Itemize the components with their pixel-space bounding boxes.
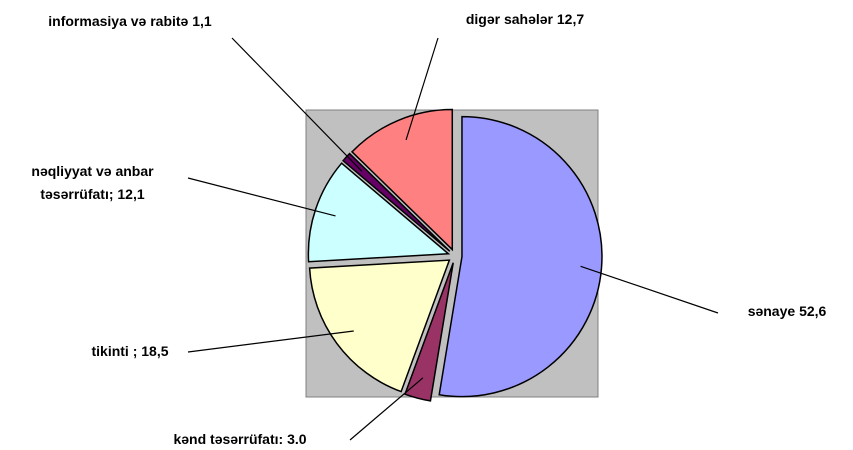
category-label: kənd təsərrüfatı: [173, 431, 284, 447]
leader-line [187, 177, 336, 217]
leader-line [231, 37, 363, 172]
pie-slice [350, 108, 454, 252]
category-label: nəqliyyat və anbar təsərrüfatı; [31, 163, 154, 202]
pie-slice [308, 259, 451, 393]
value-label: 18,5 [141, 343, 169, 359]
slice-label: kənd təsərrüfatı: 3.0 [130, 428, 350, 450]
slice-label: informasiya və rabitə 1,1 [20, 10, 240, 33]
value-label: 12,7 [556, 11, 585, 27]
leader-line [580, 265, 719, 314]
slice-label: digər sahələr 12,7 [440, 8, 610, 31]
value-label: 1,1 [192, 13, 212, 29]
pie-slice [307, 162, 451, 263]
value-label: 52,6 [799, 303, 827, 319]
leader-line [349, 377, 424, 441]
value-label: 3.0 [287, 431, 307, 447]
value-label: 12,1 [117, 186, 145, 202]
pie-slice [438, 115, 603, 398]
leader-line [405, 37, 439, 141]
category-label: tikinti ; [91, 343, 138, 359]
pie-slice [342, 152, 451, 252]
pie-slice [404, 262, 454, 402]
category-label: informasiya və rabitə [48, 13, 189, 29]
slice-label: tikinti ; 18,5 [70, 340, 190, 363]
category-label: sənaye [747, 303, 796, 319]
slice-label: sənaye 52,6 [722, 300, 852, 323]
leader-line [187, 330, 354, 353]
slice-label: nəqliyyat və anbar təsərrüfatı; 12,1 [0, 160, 185, 206]
category-label: digər sahələr [465, 11, 553, 27]
